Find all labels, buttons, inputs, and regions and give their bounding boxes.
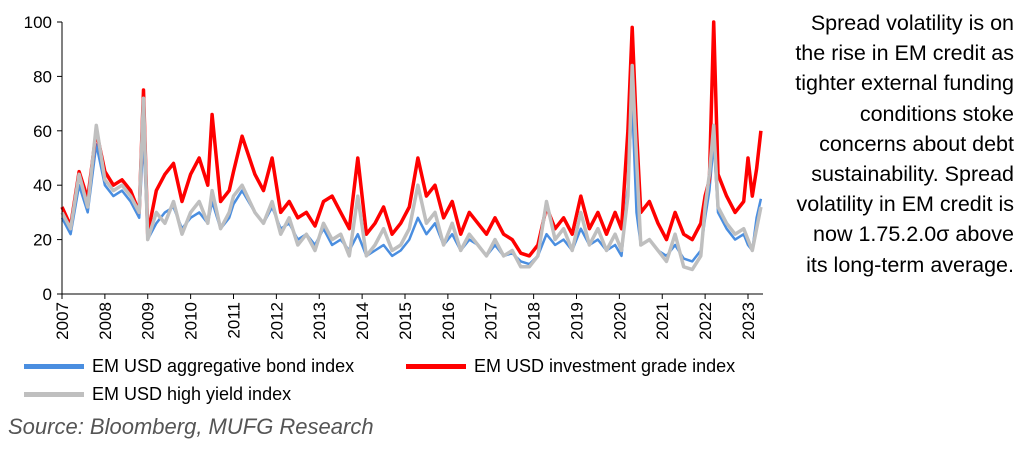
series-line-investment-grade xyxy=(60,20,763,258)
legend-item-aggregate: EM USD aggregative bond index xyxy=(24,356,354,377)
legend-label-aggregate: EM USD aggregative bond index xyxy=(92,356,355,376)
x-tick-label: 2015 xyxy=(396,302,415,340)
y-tick-label: 60 xyxy=(33,122,52,141)
x-tick-label: 2018 xyxy=(525,302,544,340)
x-tick-label: 2011 xyxy=(224,302,243,339)
line-chart: 0 20 40 60 80 100 2007 2008 2009 2010 2011 2012 201… xyxy=(24,13,763,340)
x-tick-label: 2009 xyxy=(139,302,158,340)
legend-item-investment-grade: EM USD investment grade index xyxy=(406,356,735,377)
x-tick-label: 2019 xyxy=(567,302,586,340)
x-tick-label: 2007 xyxy=(53,302,72,340)
legend-swatch-aggregate xyxy=(24,364,84,369)
legend-swatch-investment-grade xyxy=(406,364,466,369)
x-tick-label: 2022 xyxy=(696,302,715,340)
x-tick-label: 2021 xyxy=(653,302,672,340)
legend-label-high-yield: EM USD high yield index xyxy=(92,384,292,404)
x-tick-label: 2008 xyxy=(96,302,115,340)
x-tick-label: 2023 xyxy=(739,302,758,340)
legend-label-investment-grade: EM USD investment grade index xyxy=(474,356,736,376)
chart-legend: EM USD aggregative bond index EM USD inv… xyxy=(20,352,780,408)
legend-swatch-high-yield xyxy=(24,392,84,397)
x-tick-label: 2013 xyxy=(310,302,329,340)
x-tick-label: 2014 xyxy=(353,302,372,340)
y-tick-label: 80 xyxy=(33,67,52,86)
x-tick-label: 2016 xyxy=(439,302,458,340)
y-tick-label: 100 xyxy=(24,13,52,32)
series-line-high-yield xyxy=(60,63,763,272)
x-tick-label: 2010 xyxy=(182,302,201,340)
y-axis-ticks: 0 20 40 60 80 100 xyxy=(24,13,62,304)
source-note: Source: Bloomberg, MUFG Research xyxy=(8,414,374,439)
annotation-text: Spread volatility is on the rise in EM c… xyxy=(795,11,1014,277)
series-lines xyxy=(60,20,763,272)
x-tick-label: 2017 xyxy=(482,302,501,340)
x-tick-label: 2020 xyxy=(610,302,629,340)
x-tick-label: 2012 xyxy=(267,302,286,340)
y-tick-label: 40 xyxy=(33,176,52,195)
series-line-aggregate xyxy=(60,102,763,266)
x-axis-ticks: 2007 2008 2009 2010 2011 2012 2013 2014 2015 2016… xyxy=(53,294,758,340)
legend-item-high-yield: EM USD high yield index xyxy=(24,384,291,405)
y-tick-label: 0 xyxy=(43,285,52,304)
y-tick-label: 20 xyxy=(33,231,52,250)
